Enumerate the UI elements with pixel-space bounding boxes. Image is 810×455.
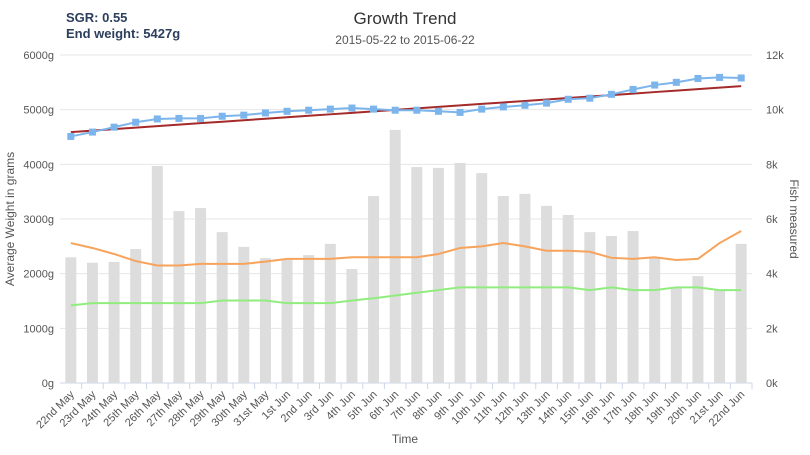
bar [411,167,423,383]
y2-tick-label: 0k [766,378,778,390]
x-axis-label: Time [392,432,419,446]
marker [694,75,702,83]
bar [195,208,207,383]
bar [605,235,617,383]
y-tick-label: 1000g [23,323,54,335]
bar [649,258,661,383]
bar [454,162,466,383]
annotation: End weight: 5427g [66,26,180,41]
bar [238,246,250,383]
line [70,85,742,134]
bar [519,193,531,383]
marker [218,112,226,120]
bar [432,167,444,383]
bar [65,257,77,383]
y-tick-label: 3000g [23,214,54,226]
y-tick-label: 5000g [23,105,54,117]
bar [281,260,293,383]
y2-tick-label: 12k [766,50,784,62]
y-tick-label: 0g [42,378,54,390]
marker [348,104,356,112]
bar [541,205,553,383]
bar [108,261,120,383]
marker [132,118,140,126]
marker [434,107,442,115]
bar [303,255,315,383]
marker [326,105,334,113]
bar [584,232,596,383]
marker [629,85,637,93]
bar [735,243,747,383]
bar [324,243,336,383]
bar [714,290,726,383]
marker [716,73,724,81]
marker [261,109,269,117]
marker [153,115,161,123]
bar [86,262,98,383]
marker [586,94,594,102]
marker [197,114,205,122]
marker [110,123,118,131]
chart-title: Growth Trend [354,9,457,28]
y2-tick-label: 6k [766,214,778,226]
bar [151,165,163,383]
bar [173,211,185,383]
annotation: SGR: 0.55 [66,10,127,25]
marker [607,90,615,98]
marker [413,106,421,114]
bar [346,269,358,383]
line [70,230,742,267]
chart-subtitle: 2015-05-22 to 2015-06-22 [335,33,475,47]
y2-tick-label: 8k [766,159,778,171]
marker [456,108,464,116]
y-axis-label: Average Weight in grams [3,152,17,286]
marker [175,114,183,122]
marker [478,105,486,113]
y2-tick-label: 10k [766,105,784,117]
bar [368,196,380,383]
marker [543,99,551,107]
y-tick-label: 2000g [23,269,54,281]
marker [521,101,529,109]
line [70,76,742,138]
marker [240,111,248,119]
bar [130,249,142,383]
y-tick-label: 4000g [23,159,54,171]
bar [670,287,682,383]
bar [259,258,271,383]
bar [476,173,488,383]
marker [88,128,96,136]
bar [562,214,574,383]
y2-axis-label: Fish measured [787,179,801,258]
marker [391,106,399,114]
marker [737,74,745,82]
marker [283,107,291,115]
bar [497,196,509,383]
y2-tick-label: 4k [766,269,778,281]
marker [672,78,680,86]
marker [370,105,378,113]
marker [651,81,659,89]
marker [305,106,313,114]
marker [564,95,572,103]
line [70,286,742,307]
marker [499,103,507,111]
y2-tick-label: 2k [766,323,778,335]
bar [627,231,639,383]
bar [216,232,228,383]
bar [692,276,704,383]
marker [67,132,75,140]
y-tick-label: 6000g [23,50,54,62]
